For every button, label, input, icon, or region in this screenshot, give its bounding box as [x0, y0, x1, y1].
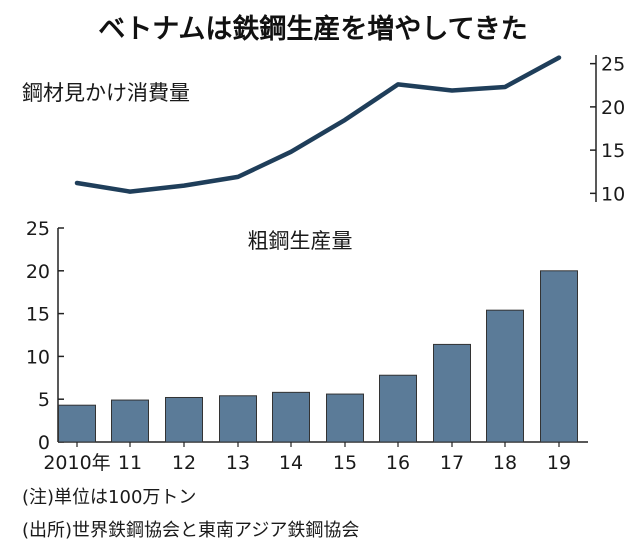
bar	[219, 395, 257, 443]
bar-x-tick-label: 11	[118, 452, 142, 474]
bar-x-tick-label: 16	[386, 452, 410, 474]
bar-x-tick-label: 13	[226, 452, 250, 474]
line-chart: 10 15 20 25	[74, 54, 625, 205]
line-y-tick-label: 15	[601, 140, 625, 162]
bar	[540, 270, 578, 443]
chart-title: ベトナムは鉄鋼生産を増やしてきた	[98, 13, 528, 45]
bar-y-tick-label: 10	[26, 346, 50, 368]
line-y-tick-label: 20	[601, 97, 625, 119]
line-y-tick-label: 25	[601, 54, 625, 76]
bar	[165, 396, 203, 443]
bar	[326, 393, 364, 443]
line-series	[74, 55, 562, 194]
source-note: (出所)世界鉄鋼協会と東南アジア鉄鋼協会	[22, 520, 359, 541]
unit-note: (注)単位は100万トン	[22, 487, 196, 508]
bar-x-tick-label: 19	[547, 452, 571, 474]
bar-y-tick-label: 5	[38, 389, 50, 411]
bar	[111, 399, 149, 443]
bar-chart-title: 粗鋼生産量	[248, 229, 353, 253]
bar-x-tick-label: 2010年	[43, 452, 110, 474]
bar	[486, 309, 524, 443]
bar-x-tick-label: 15	[333, 452, 357, 474]
bar	[433, 343, 471, 443]
bar-x-tick-label: 17	[440, 452, 464, 474]
bar	[379, 374, 417, 443]
bar-x-tick-label: 14	[279, 452, 303, 474]
bar-y-tick-label: 0	[38, 432, 50, 454]
line-chart-title: 鋼材見かけ消費量	[22, 81, 190, 105]
bar	[58, 404, 96, 443]
line-y-tick-label: 10	[601, 183, 625, 205]
bar-y-tick-label: 15	[26, 304, 50, 326]
bar	[272, 391, 310, 443]
bar-y-tick-label: 25	[26, 218, 50, 240]
bar-x-tick-label: 12	[172, 452, 196, 474]
bar-x-tick-label: 18	[493, 452, 517, 474]
bar-y-tick-label: 20	[26, 261, 50, 283]
bar-chart: 0 5 10 15 20 25 2010年 11 12 13 14 15 16 17 18 19	[26, 218, 588, 474]
